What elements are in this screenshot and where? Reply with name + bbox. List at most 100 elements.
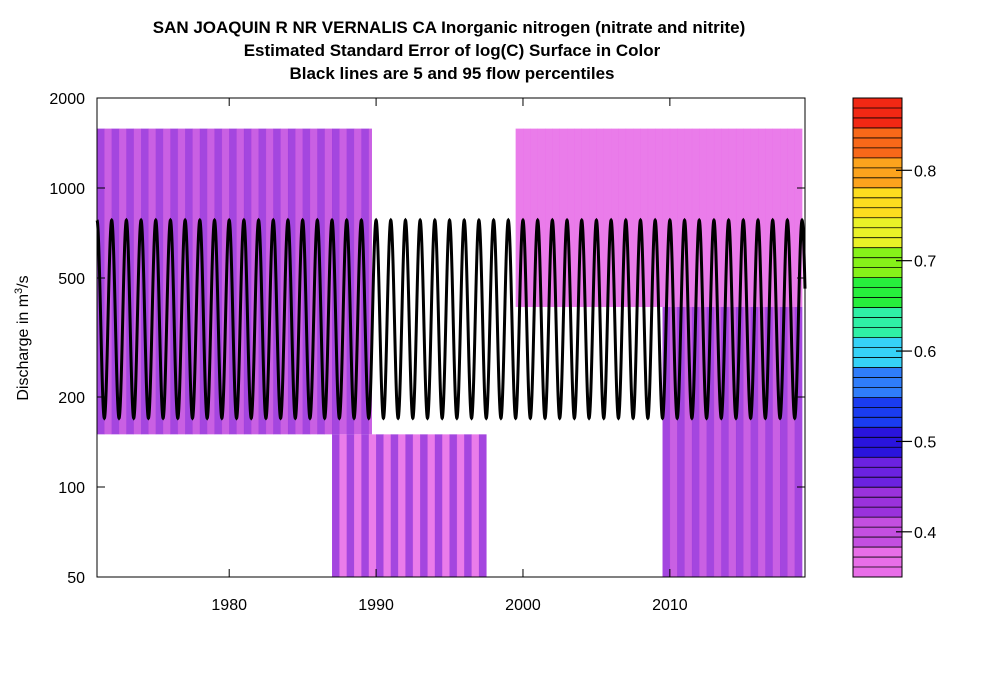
error-surface — [97, 128, 803, 577]
surface-stripe — [750, 128, 759, 307]
colorbar-band — [853, 417, 902, 428]
surface-stripe — [780, 128, 788, 307]
colorbar-band — [853, 317, 902, 328]
colorbar-band — [853, 337, 902, 348]
surface-stripe — [545, 128, 553, 307]
surface-stripe — [633, 128, 641, 307]
colorbar-band — [853, 327, 902, 338]
surface-stripe — [757, 128, 766, 307]
x-tick-label: 1980 — [211, 597, 247, 614]
surface-stripe — [772, 128, 781, 307]
surface-stripe — [640, 128, 649, 307]
surface-stripe — [677, 306, 685, 577]
colorbar-band — [853, 397, 902, 408]
surface-stripe — [405, 434, 414, 577]
surface-stripe — [772, 306, 781, 577]
y-tick-label: 100 — [58, 480, 85, 497]
surface-stripe — [552, 128, 560, 307]
colorbar-band — [853, 207, 902, 219]
colorbar-band — [853, 497, 902, 508]
surface-stripe — [376, 434, 384, 577]
surface-stripe — [332, 434, 340, 577]
surface-stripe — [662, 306, 671, 577]
surface-stripe — [383, 434, 392, 577]
surface-stripe — [765, 128, 773, 307]
surface-stripe — [721, 128, 729, 307]
surface-stripe — [420, 434, 428, 577]
surface-stripe — [442, 434, 450, 577]
surface-stripe — [589, 128, 597, 307]
surface-stripe — [684, 128, 693, 307]
colorbar-band — [853, 227, 902, 239]
surface-stripe — [713, 128, 722, 307]
colorbar-frame — [852, 97, 903, 578]
surface-stripe — [567, 128, 575, 307]
colorbar-band — [853, 407, 902, 418]
surface-stripe — [655, 128, 663, 307]
colorbar-tick-label: 0.7 — [914, 254, 936, 271]
colorbar-band — [853, 307, 902, 318]
surface-stripe — [743, 306, 751, 577]
y-tick-label: 1000 — [49, 181, 85, 198]
surface-stripe — [471, 434, 480, 577]
colorbar-band — [853, 357, 902, 368]
surface-stripe — [522, 128, 531, 307]
surface-stripe — [691, 128, 700, 307]
colorbar-band — [853, 247, 902, 259]
surface-stripe — [368, 434, 377, 577]
colorbar-band — [853, 347, 902, 358]
surface-stripe — [735, 306, 744, 577]
colorbar-band — [853, 137, 902, 149]
colorbar-band — [853, 297, 902, 308]
colorbar-band — [853, 377, 902, 388]
surface-stripe — [647, 128, 656, 307]
surface-stripe — [434, 434, 443, 577]
colorbar-band — [853, 117, 902, 129]
colorbar-band — [853, 237, 902, 249]
colorbar-band — [853, 197, 902, 209]
colorbar-band — [853, 217, 902, 229]
surface-stripe — [787, 306, 796, 577]
surface-stripe — [706, 306, 715, 577]
surface-stripe — [750, 306, 759, 577]
colorbar-band — [853, 187, 902, 199]
colorbar-band — [853, 537, 902, 548]
colorbar-tick-label: 0.6 — [914, 344, 936, 361]
surface-stripe — [662, 128, 671, 307]
surface-stripe — [559, 128, 568, 307]
colorbar-band — [853, 477, 902, 488]
title-line-2: Estimated Standard Error of log(C) Surfa… — [244, 41, 661, 60]
x-axis: 1980 1990 2000 2010 — [211, 98, 688, 614]
surface-stripe — [691, 306, 700, 577]
colorbar-band — [853, 267, 902, 279]
y-tick-label: 500 — [58, 271, 85, 288]
surface-stripe — [699, 128, 707, 307]
surface-stripe — [787, 128, 796, 307]
surface-stripe — [339, 434, 348, 577]
colorbar-tick-label: 0.5 — [914, 434, 936, 451]
surface-stripe — [478, 434, 487, 577]
colorbar-band — [853, 387, 902, 398]
surface-stripe — [464, 434, 472, 577]
colorbar-band — [853, 527, 902, 538]
surface-stripe — [530, 128, 538, 307]
surface-stripe — [368, 128, 372, 435]
surface-stripe — [794, 306, 803, 577]
chart-title: SAN JOAQUIN R NR VERNALIS CA Inorganic n… — [153, 18, 746, 83]
x-tick-label: 1990 — [358, 597, 394, 614]
surface-stripe — [398, 434, 406, 577]
colorbar-band — [853, 437, 902, 448]
colorbar-band — [853, 457, 902, 468]
colorbar-band — [853, 367, 902, 378]
colorbar-tick-label: 0.8 — [914, 163, 936, 180]
y-axis-label: Discharge in m3/s — [13, 275, 32, 400]
surface-stripe — [765, 306, 773, 577]
surface-stripe — [537, 128, 546, 307]
surface-stripe — [780, 306, 788, 577]
colorbar-band — [853, 277, 902, 289]
colorbar-band — [853, 557, 902, 568]
surface-stripe — [706, 128, 715, 307]
surface-stripe — [757, 306, 766, 577]
y-tick-label: 50 — [67, 570, 85, 587]
